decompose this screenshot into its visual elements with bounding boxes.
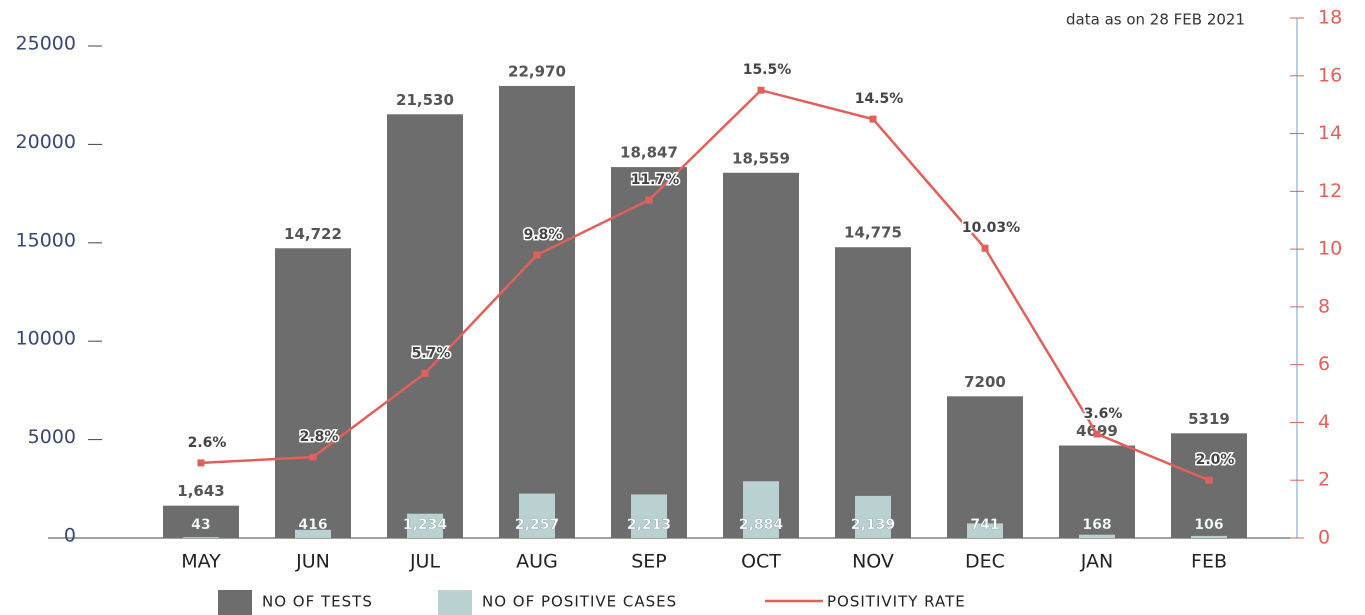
line-value-label: 2.6%	[188, 435, 227, 451]
line-value-label: 15.5%	[743, 62, 792, 78]
y2-tick-label: 16	[1318, 64, 1342, 86]
y2-tick-label: 14	[1318, 122, 1342, 144]
line-point	[533, 251, 541, 259]
y2-tick-label: 18	[1318, 7, 1342, 29]
bar	[743, 481, 779, 538]
bar-value-label: 5319	[1188, 410, 1230, 428]
bar	[275, 248, 351, 538]
bar	[407, 513, 443, 538]
line-point	[421, 369, 429, 377]
bar	[855, 495, 891, 538]
line-value-label: 9.8%	[524, 227, 563, 243]
bar-value-label: 168	[1082, 517, 1111, 533]
bar-value-label: 106	[1194, 517, 1223, 533]
x-tick-label: AUG	[516, 551, 558, 573]
note: data as on 28 FEB 2021	[1066, 11, 1245, 29]
line-value-label: 11.7%	[631, 172, 680, 188]
x-tick-label: JUL	[409, 551, 441, 573]
y-tick-label: 5000	[28, 426, 76, 448]
bar	[611, 167, 687, 538]
y2-tick-label: 6	[1318, 353, 1330, 375]
bar-value-label: 18,559	[732, 149, 790, 167]
bar-value-label: 43	[191, 517, 210, 533]
bar	[1171, 433, 1247, 538]
bar-value-label: 21,530	[396, 91, 454, 109]
legend-label: NO OF TESTS	[262, 593, 373, 611]
y-tick-label: 20000	[16, 131, 76, 153]
x-tick-label: SEP	[631, 551, 667, 573]
y-tick-label: 10000	[16, 328, 76, 350]
bar-value-label: 1,643	[177, 482, 224, 500]
bar	[967, 523, 1003, 538]
line-value-label: 2.8%	[300, 429, 339, 445]
x-tick-label: FEB	[1191, 551, 1227, 573]
bar-value-label: 14,775	[844, 224, 902, 242]
x-tick-label: DEC	[965, 551, 1005, 573]
line-value-label: 2.0%	[1196, 452, 1235, 468]
bar	[295, 529, 331, 538]
line-value-label: 10.03%	[962, 220, 1020, 236]
bar-value-label: 416	[298, 517, 327, 533]
line-point	[981, 244, 989, 252]
bar	[835, 247, 911, 538]
y2-tick-label: 8	[1318, 295, 1330, 317]
bar	[499, 85, 575, 538]
line-point	[1093, 430, 1101, 438]
bar-value-label: 741	[970, 517, 999, 533]
bar	[1059, 445, 1135, 538]
bar-value-label: 2,213	[627, 517, 671, 533]
y2-tick-label: 12	[1318, 180, 1342, 202]
line-point	[869, 115, 877, 123]
y2-tick-label: 2	[1318, 469, 1330, 491]
bar-value-label: 2,139	[851, 517, 895, 533]
bar	[947, 396, 1023, 538]
x-tick-label: JUN	[295, 551, 330, 573]
line-value-label: 5.7%	[412, 345, 451, 361]
bar	[519, 493, 555, 538]
y2-tick-label: 10	[1318, 238, 1342, 260]
line-point	[309, 453, 317, 461]
bar-value-label: 2,257	[515, 517, 559, 533]
y2-tick-label: 4	[1318, 411, 1330, 433]
bar	[387, 114, 463, 538]
bar-value-label: 22,970	[508, 62, 566, 80]
legend-swatch	[438, 590, 472, 615]
bar-value-label: 18,847	[620, 144, 678, 162]
line-point	[645, 196, 653, 204]
bar	[163, 505, 239, 538]
y-tick-label: 0	[64, 525, 76, 547]
y-tick-label: 25000	[16, 33, 76, 55]
line-point	[197, 459, 205, 467]
bar	[1079, 534, 1115, 538]
bar-value-label: 7200	[964, 373, 1006, 391]
line-point	[757, 86, 765, 94]
bar	[183, 537, 219, 538]
line-value-label: 3.6%	[1084, 406, 1123, 422]
bar-value-label: 2,884	[739, 517, 784, 533]
x-tick-label: JAN	[1080, 551, 1113, 573]
y2-tick-label: 0	[1318, 527, 1330, 549]
y-tick-label: 15000	[16, 229, 76, 251]
legend-swatch	[218, 590, 252, 615]
x-tick-label: OCT	[741, 551, 781, 573]
line-point	[1205, 476, 1213, 484]
bar-value-label: 14,722	[284, 225, 342, 243]
line	[200, 88, 1210, 482]
bar	[631, 494, 667, 538]
bar	[1191, 535, 1227, 538]
bar	[723, 172, 799, 538]
legend-label: POSITIVITY RATE	[827, 593, 966, 611]
x-tick-label: NOV	[852, 551, 894, 573]
legend-label: NO OF POSITIVE CASES	[482, 593, 677, 611]
line-value-label: 14.5%	[855, 91, 904, 107]
bar-value-label: 1,234	[403, 517, 448, 533]
x-tick-label: MAY	[181, 551, 221, 573]
